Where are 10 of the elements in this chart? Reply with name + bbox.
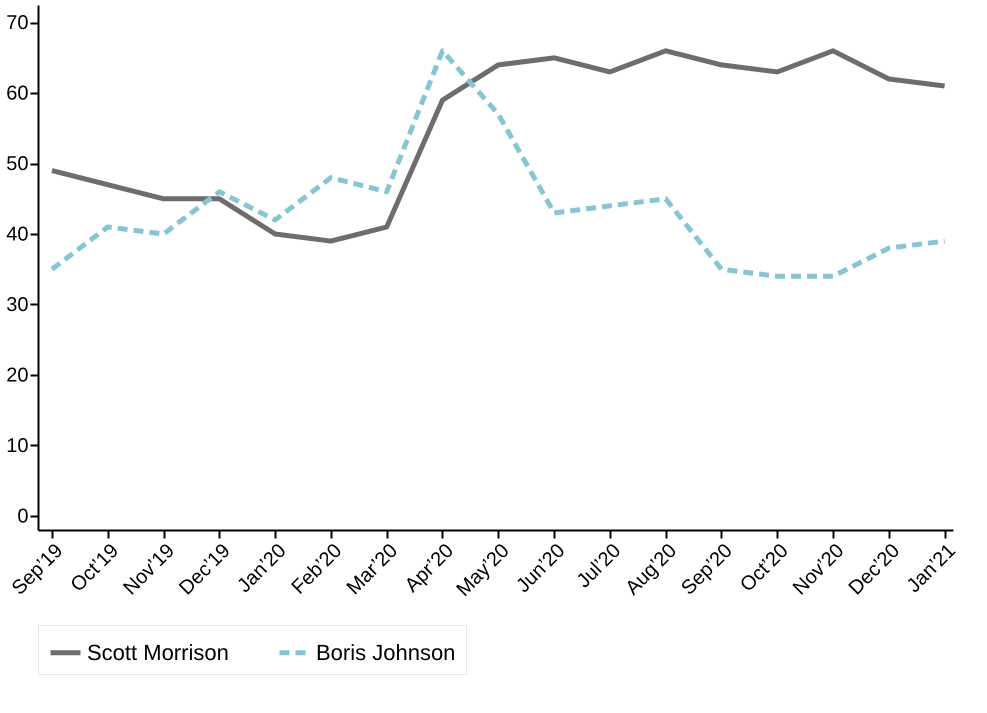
legend-label: Boris Johnson <box>316 640 456 665</box>
y-tick-label: 20 <box>6 364 28 386</box>
y-tick-label: 40 <box>6 224 28 246</box>
y-tick-label: 30 <box>6 294 28 316</box>
y-tick-label: 50 <box>6 153 28 176</box>
legend-label: Scott Morrison <box>87 640 229 665</box>
y-tick-label: 70 <box>6 12 28 34</box>
y-tick-label: 0 <box>17 505 28 528</box>
y-tick-label: 10 <box>6 434 28 457</box>
y-tick-label: 60 <box>6 82 28 105</box>
